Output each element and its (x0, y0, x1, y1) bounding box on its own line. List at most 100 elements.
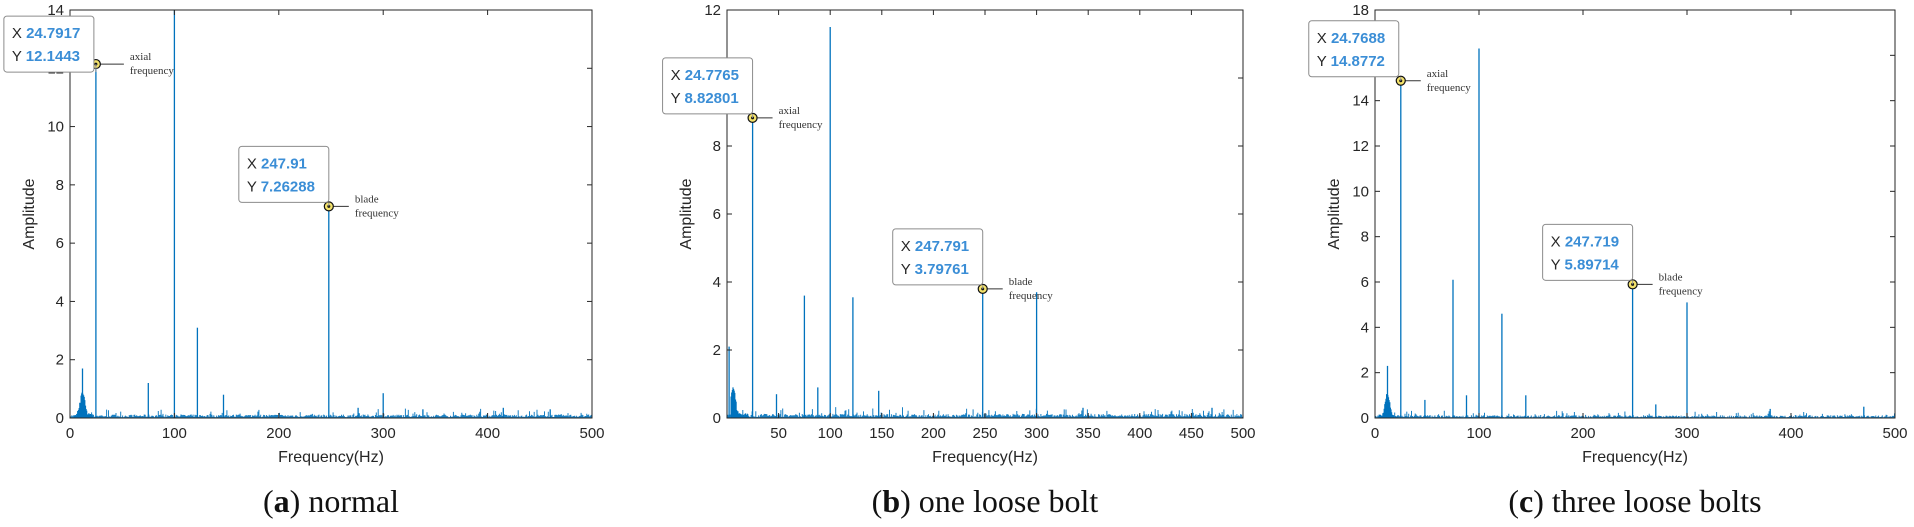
annotation-note-line2: frequency (1659, 285, 1703, 297)
datatip-y-row: Y 7.26288 (247, 178, 315, 195)
caption-paren-open: ( (872, 483, 883, 519)
y-axis-label: Amplitude (1326, 178, 1343, 249)
y-tick-label: 18 (1352, 2, 1369, 19)
spectrum-low-band (73, 392, 93, 418)
annotation-note-line2: frequency (355, 207, 399, 219)
datatip-y-label: Y (1551, 256, 1565, 273)
annotation-note-line2: frequency (130, 65, 174, 77)
datatip-y-value: 7.26288 (261, 178, 315, 195)
caption-text: one loose bolt (911, 483, 1099, 519)
datatip-x-row: X 247.91 (247, 155, 307, 172)
y-tick-label: 14 (47, 2, 64, 19)
annotation-note-line2: frequency (779, 119, 823, 131)
datatip-box (238, 145, 330, 203)
x-axis-label: Frequency(Hz) (1582, 449, 1688, 466)
caption-paren-close: ) (290, 483, 301, 519)
y-tick-label: 14 (1352, 93, 1369, 110)
datatip-y-row: Y 8.82801 (671, 90, 739, 107)
datatip-x-label: X (12, 25, 26, 42)
datatip-x-row: X 247.791 (901, 238, 969, 255)
axes-box (69, 9, 593, 419)
datatip-box (3, 15, 95, 73)
x-tick-label: 500 (1882, 425, 1907, 442)
x-tick-label: 400 (1778, 425, 1803, 442)
caption-text: three loose bolts (1544, 483, 1762, 519)
datatip-x-row: X 247.719 (1551, 233, 1619, 250)
datatip-box (1542, 223, 1634, 281)
datatip-y-label: Y (1317, 53, 1331, 70)
y-tick-label: 0 (1361, 410, 1369, 427)
datatip-x-label: X (671, 67, 685, 84)
x-tick-label: 350 (1076, 425, 1101, 442)
chart-panel-a: 010020030040050002468101214Frequency(Hz)… (3, 2, 605, 519)
datatip-box (1308, 20, 1400, 78)
annotation-note-line1: axial (1427, 68, 1448, 80)
datatip-x-row: X 24.7688 (1317, 30, 1385, 47)
y-tick-label: 6 (56, 235, 64, 252)
datatip-x-label: X (247, 155, 261, 172)
x-tick-label: 0 (66, 425, 74, 442)
datatip-box (892, 228, 984, 286)
caption-text: normal (300, 483, 399, 519)
datatip-y-label: Y (901, 261, 915, 278)
annotation-note-line1: axial (779, 105, 800, 117)
datatip-y-value: 3.79761 (915, 261, 969, 278)
annotation-note-line1: axial (130, 51, 151, 63)
x-tick-label: 100 (162, 425, 187, 442)
datatip-x-label: X (1317, 30, 1331, 47)
y-tick-label: 2 (56, 352, 64, 369)
y-axis-label: Amplitude (678, 178, 695, 249)
x-tick-label: 300 (1024, 425, 1049, 442)
y-tick-label: 4 (713, 274, 721, 291)
x-tick-label: 300 (371, 425, 396, 442)
y-tick-label: 8 (56, 177, 64, 194)
axes-box (1374, 9, 1896, 419)
datatip-x-label: X (1551, 233, 1565, 250)
datatip-box (662, 57, 754, 115)
datatip-y-label: Y (247, 178, 261, 195)
x-tick-label: 200 (1570, 425, 1595, 442)
y-tick-label: 6 (713, 206, 721, 223)
x-axis-label: Frequency(Hz) (278, 449, 384, 466)
y-tick-label: 10 (47, 119, 64, 136)
x-tick-label: 250 (972, 425, 997, 442)
y-tick-label: 6 (1361, 274, 1369, 291)
datatip-y-row: Y 3.79761 (901, 261, 969, 278)
x-tick-label: 400 (1127, 425, 1152, 442)
panel-caption: (b) one loose bolt (872, 483, 1099, 519)
caption-paren-open: ( (263, 483, 274, 519)
y-tick-label: 12 (1352, 138, 1369, 155)
x-tick-label: 0 (1371, 425, 1379, 442)
caption-letter: c (1519, 483, 1533, 519)
datatip-x-value: 247.91 (261, 155, 307, 172)
y-tick-label: 12 (704, 2, 721, 19)
annotation-note-line1: blade (355, 193, 379, 205)
chart-panel-b: 50100150200250300350400450500024681012Fr… (662, 2, 1256, 519)
chart-panel-c: 0100200300400500024681012141618Frequency… (1308, 2, 1908, 519)
datatip-y-label: Y (671, 90, 685, 107)
y-tick-label: 0 (713, 410, 721, 427)
x-tick-label: 150 (869, 425, 894, 442)
x-tick-label: 500 (579, 425, 604, 442)
datatip-y-row: Y 14.8772 (1317, 53, 1385, 70)
annotation-note-line2: frequency (1427, 82, 1471, 94)
caption-letter: a (274, 483, 290, 519)
datatip-x-value: 24.7917 (26, 25, 80, 42)
x-axis-label: Frequency(Hz) (932, 449, 1038, 466)
datatip-y-value: 14.8772 (1331, 53, 1385, 70)
caption-letter: b (882, 483, 900, 519)
y-tick-label: 0 (56, 410, 64, 427)
datatip-y-value: 5.89714 (1565, 256, 1620, 273)
caption-paren-close: ) (900, 483, 911, 519)
x-tick-label: 200 (266, 425, 291, 442)
datatip-y-row: Y 5.89714 (1551, 256, 1620, 273)
y-tick-label: 4 (1361, 319, 1369, 336)
datatip-x-label: X (901, 238, 915, 255)
x-tick-label: 200 (921, 425, 946, 442)
x-tick-label: 300 (1674, 425, 1699, 442)
x-tick-label: 100 (818, 425, 843, 442)
y-tick-label: 4 (56, 293, 64, 310)
datatip-x-value: 247.719 (1565, 233, 1619, 250)
annotation-note-line2: frequency (1009, 290, 1053, 302)
